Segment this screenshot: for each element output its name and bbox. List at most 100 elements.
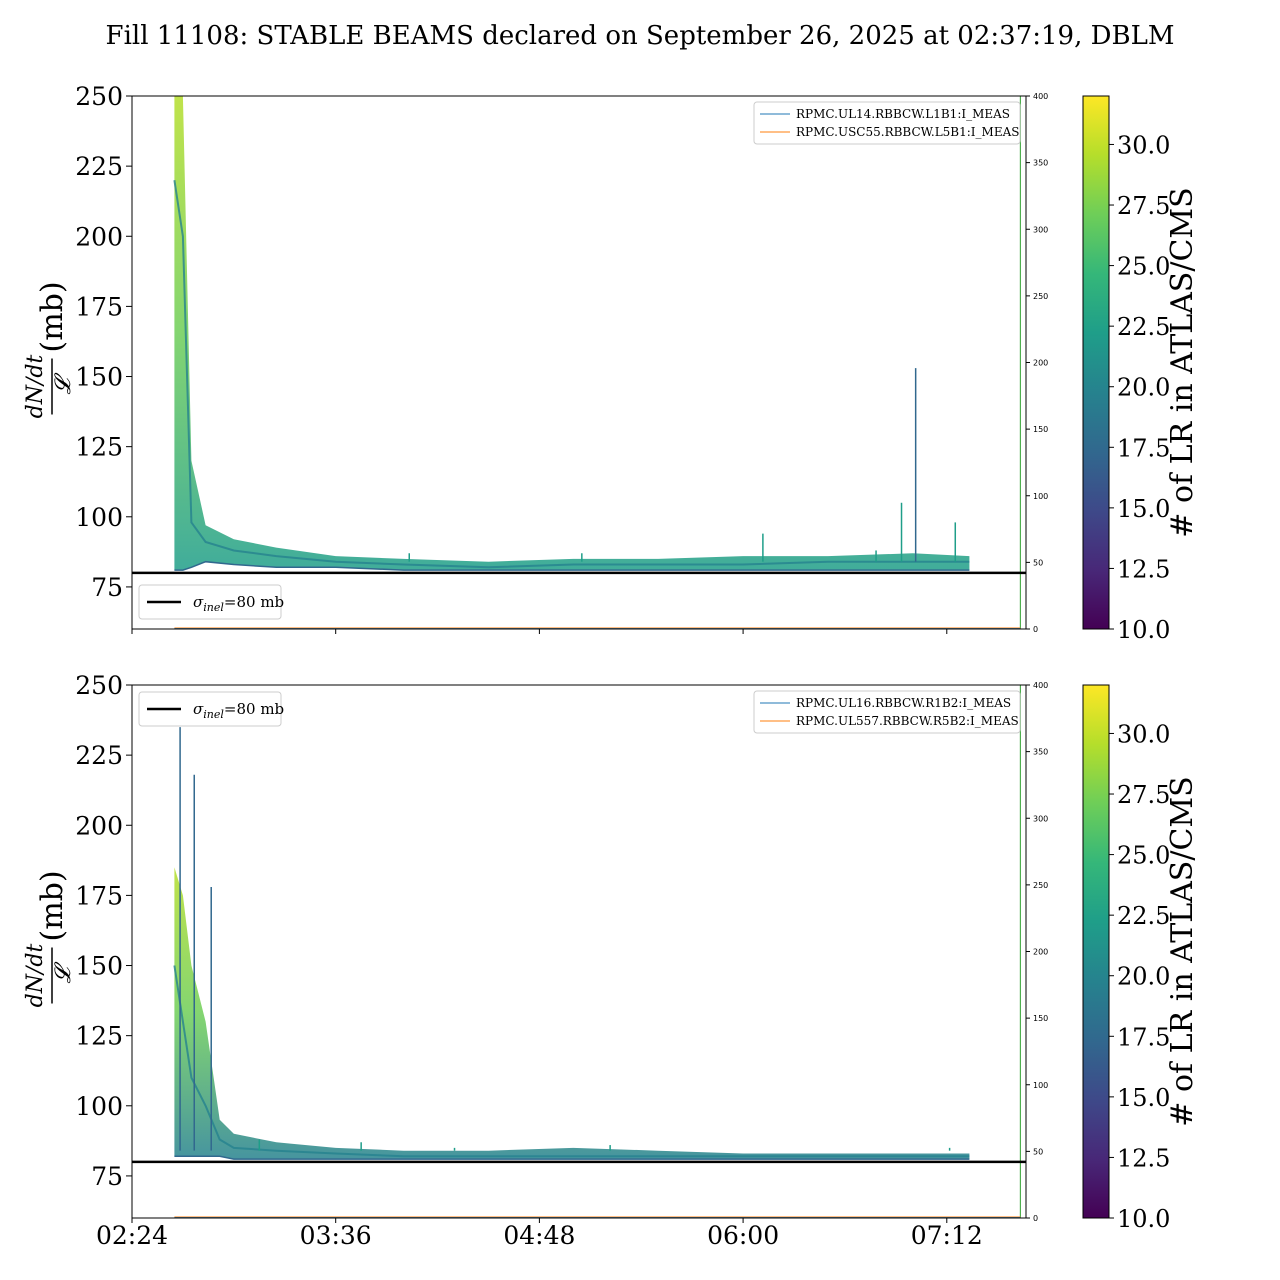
cross-section-center-line	[173, 965, 970, 1158]
bottom-colorbar-label: # of LR in ATLAS/CMS	[1165, 776, 1200, 1126]
y-tick-label: 175	[75, 292, 123, 321]
colorbar-tick-label: 30.0	[1117, 131, 1170, 159]
y-tick-label: 200	[75, 222, 123, 251]
y2-tick-label: 0	[1033, 1214, 1038, 1223]
y2-tick-label: 400	[1033, 681, 1048, 690]
top-colorbar-label: # of LR in ATLAS/CMS	[1165, 187, 1200, 537]
y-tick-label: 125	[75, 1022, 123, 1051]
bottom-ylabel-numerator: dN/dt	[23, 944, 48, 1008]
y-tick-label: 225	[75, 741, 123, 770]
top-ylabel-denominator: 𝓛	[51, 373, 76, 395]
top-legend-entry-2: RPMC.USC55.RBBCW.L5B1:I_MEAS	[796, 125, 1019, 139]
y2-tick-label: 300	[1033, 814, 1048, 823]
y-tick-label: 150	[75, 952, 123, 981]
top-plot-content	[173, 96, 1021, 629]
top-secondary-y-ticks: 0 50 100 150 200 250 300 350 400	[1026, 92, 1048, 634]
y2-tick-label: 150	[1033, 1014, 1048, 1023]
colorbar-tick-label: 12.5	[1117, 1144, 1170, 1172]
bottom-series-legend: RPMC.UL16.RBBCW.R1B2:I_MEAS RPMC.UL557.R…	[753, 690, 1021, 734]
colorbar-tick-label: 27.5	[1117, 192, 1170, 220]
y-tick-label: 75	[91, 573, 123, 602]
sigma-symbol: σ	[193, 700, 204, 718]
y-tick-label: 200	[75, 811, 123, 840]
y2-tick-label: 250	[1033, 292, 1048, 301]
bottom-colorbar-gradient	[1082, 684, 1110, 1219]
y2-tick-label: 100	[1033, 492, 1048, 501]
y2-tick-label: 250	[1033, 881, 1048, 890]
bottom-ylabel-denominator: 𝓛	[51, 962, 76, 984]
bottom-series-legend-box	[753, 690, 1021, 734]
colorbar-tick-label: 27.5	[1117, 781, 1170, 809]
bottom-legend-entry-2: RPMC.UL557.RBBCW.R5B2:I_MEAS	[796, 714, 1019, 728]
y-tick-label: 175	[75, 881, 123, 910]
sigma-subscript: inel	[203, 708, 224, 721]
bottom-axes-frame	[131, 684, 1027, 1219]
cross-section-band	[174, 96, 970, 571]
y-tick-label: 150	[75, 363, 123, 392]
y-tick-label: 250	[75, 82, 123, 111]
top-colorbar-gradient	[1082, 95, 1110, 630]
x-tick-label: 02:24	[96, 1221, 168, 1250]
sigma-value: =80 mb	[224, 700, 284, 718]
y2-tick-label: 200	[1033, 359, 1048, 368]
sigma-value: =80 mb	[224, 593, 284, 611]
colorbar-tick-label: 22.5	[1117, 902, 1170, 930]
y2-tick-label: 50	[1033, 1147, 1043, 1156]
y2-tick-label: 200	[1033, 948, 1048, 957]
cross-section-band	[174, 867, 970, 1160]
y2-tick-label: 350	[1033, 748, 1048, 757]
x-tick-label: 06:00	[707, 1221, 779, 1250]
bottom-secondary-y-ticks: 0 50 100 150 200 250 300 350 400	[1026, 681, 1048, 1223]
y-tick-label: 225	[75, 152, 123, 181]
colorbar-tick-label: 20.0	[1117, 963, 1170, 991]
colorbar-tick-label: 25.0	[1117, 842, 1170, 870]
y2-tick-label: 350	[1033, 159, 1048, 168]
x-tick-label: 03:36	[300, 1221, 372, 1250]
top-legend-entry-1: RPMC.UL14.RBBCW.L1B1:I_MEAS	[796, 107, 1010, 121]
bottom-reference-legend: σinel=80 mb	[138, 691, 284, 727]
y-tick-label: 250	[75, 671, 123, 700]
y2-tick-label: 100	[1033, 1081, 1048, 1090]
cross-section-lower-line	[174, 1155, 970, 1160]
cross-section-lower-line	[174, 560, 970, 571]
top-x-ticks	[131, 629, 948, 634]
y2-tick-label: 0	[1033, 625, 1038, 634]
top-ylabel-numerator: dN/dt	[23, 355, 48, 419]
colorbar-tick-label: 25.0	[1117, 253, 1170, 281]
top-panel: 75 100 125 150 175 200 225 250 0 50 100 150 200 250 3…	[23, 82, 1200, 644]
colorbar-tick-label: 30.0	[1117, 720, 1170, 748]
bottom-y-ticks: 75 100 125 150 175 200 225 250	[75, 671, 132, 1191]
colorbar-tick-label: 15.0	[1117, 1084, 1170, 1112]
x-tick-label: 04:48	[503, 1221, 575, 1250]
colorbar-tick-label: 10.0	[1117, 1205, 1170, 1233]
bottom-reference-legend-label: σinel=80 mb	[193, 700, 284, 721]
y-tick-label: 100	[75, 503, 123, 532]
colorbar-tick-label: 17.5	[1117, 434, 1170, 462]
bottom-y-axis-label: dN/dt 𝓛 (mb)	[23, 870, 76, 1007]
cross-section-center-line	[173, 180, 970, 569]
sigma-subscript: inel	[203, 601, 224, 614]
top-reference-legend: σinel=80 mb	[138, 584, 284, 620]
colorbar-tick-label: 22.5	[1117, 313, 1170, 341]
y-tick-label: 100	[75, 1092, 123, 1121]
top-ylabel-unit: (mb)	[35, 281, 70, 352]
bottom-plot-content	[173, 685, 1021, 1218]
bottom-ylabel-unit: (mb)	[35, 870, 70, 941]
top-reference-legend-label: σinel=80 mb	[193, 593, 284, 614]
y2-tick-label: 400	[1033, 92, 1048, 101]
bottom-legend-entry-1: RPMC.UL16.RBBCW.R1B2:I_MEAS	[796, 696, 1011, 710]
colorbar-tick-label: 15.0	[1117, 495, 1170, 523]
y2-tick-label: 50	[1033, 558, 1043, 567]
top-colorbar-ticks: 10.0 12.5 15.0 17.5 20.0 22.5 25.0 27.5 30.0	[1109, 131, 1170, 644]
colorbar-tick-label: 12.5	[1117, 555, 1170, 583]
y-tick-label: 125	[75, 433, 123, 462]
top-y-ticks: 75 100 125 150 175 200 225 250	[75, 82, 132, 602]
bottom-panel: 75 100 125 150 175 200 225 250 0 50 100 150 200 250 3…	[23, 671, 1200, 1250]
top-y-axis-label: dN/dt 𝓛 (mb)	[23, 281, 76, 418]
colorbar-tick-label: 20.0	[1117, 374, 1170, 402]
x-tick-label: 07:12	[911, 1221, 983, 1250]
bottom-colorbar-ticks: 10.0 12.5 15.0 17.5 20.0 22.5 25.0 27.5 30.0	[1109, 720, 1170, 1233]
top-reference-legend-box	[138, 584, 282, 620]
top-series-legend-box	[753, 101, 1021, 145]
